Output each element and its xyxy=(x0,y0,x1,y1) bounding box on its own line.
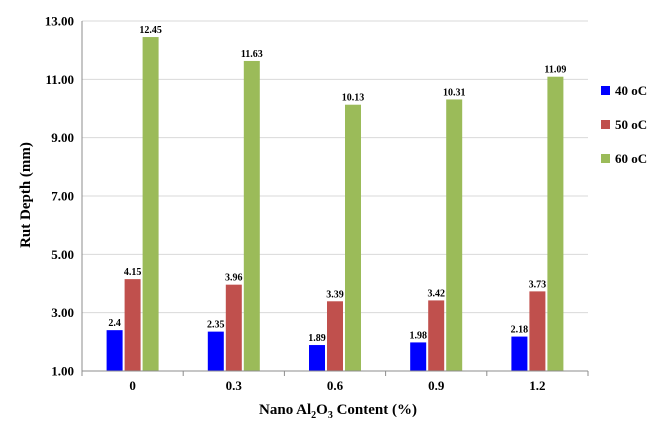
legend: 40 oC 50 oC 60 oC xyxy=(601,83,647,166)
data-label: 3.73 xyxy=(529,279,547,290)
legend-label: 50 oC xyxy=(615,117,647,132)
y-tick-label: 13.00 xyxy=(45,14,74,29)
bar xyxy=(207,331,224,371)
legend-label: 60 oC xyxy=(615,151,647,166)
x-axis-label: Nano Al2O3 Content (%) xyxy=(259,402,417,421)
bar xyxy=(547,76,564,371)
bar xyxy=(309,345,325,371)
y-tick-label: 7.00 xyxy=(51,189,74,204)
y-tick-label: 9.00 xyxy=(51,130,74,145)
y-tick-label: 11.00 xyxy=(45,72,74,87)
y-tick-label: 5.00 xyxy=(51,247,74,262)
data-label: 3.42 xyxy=(427,288,445,299)
data-label: 1.98 xyxy=(409,330,427,341)
bar xyxy=(511,336,528,371)
data-label: 11.63 xyxy=(241,49,263,60)
legend-swatch xyxy=(601,86,610,95)
x-axis-label-sub-2: 3 xyxy=(328,410,333,421)
x-tick-label: 1.2 xyxy=(529,378,545,393)
bar xyxy=(225,284,242,371)
bar xyxy=(529,291,546,371)
x-axis-label-sub-1: 2 xyxy=(311,410,316,421)
data-label: 2.35 xyxy=(207,320,225,331)
bar xyxy=(428,300,445,371)
data-label: 1.89 xyxy=(308,333,326,344)
bar xyxy=(410,342,427,371)
data-label: 3.39 xyxy=(326,289,344,300)
bar xyxy=(345,104,361,371)
data-label: 12.45 xyxy=(139,25,162,36)
x-axis-label-part-1: Nano Al xyxy=(259,402,311,418)
data-labels: 2.4 4.15 12.45 2.35 3.96 11.63 1.89 3.39 10.13 1.… xyxy=(108,25,566,344)
x-tick-label: 0.3 xyxy=(226,378,243,393)
data-label: 10.13 xyxy=(342,93,365,104)
bar xyxy=(142,37,159,372)
x-tick-label: 0.6 xyxy=(327,378,344,393)
bar xyxy=(446,99,463,371)
legend-label: 40 oC xyxy=(615,83,647,98)
y-tick-label: 3.00 xyxy=(51,305,74,320)
bar xyxy=(106,330,123,371)
data-label: 10.31 xyxy=(443,87,466,98)
data-label: 4.15 xyxy=(124,267,142,278)
x-tick-label: 0 xyxy=(129,378,136,393)
legend-swatch xyxy=(601,120,610,129)
y-axis-label: Rut Depth (mm) xyxy=(18,142,34,248)
y-tick-label: 1.00 xyxy=(51,364,74,379)
bar xyxy=(243,60,260,371)
legend-swatch xyxy=(601,154,610,163)
axes: 1.00 3.00 5.00 7.00 9.00 11.00 13.00 0 0.3 0.6 0.9… xyxy=(45,14,589,393)
bar xyxy=(327,301,343,371)
data-label: 2.4 xyxy=(108,318,121,329)
data-label: 2.18 xyxy=(511,325,529,336)
bar xyxy=(124,279,141,371)
data-label: 3.96 xyxy=(225,273,243,284)
data-label: 11.09 xyxy=(544,65,566,76)
x-axis-label-part-3: Content (%) xyxy=(333,402,417,418)
gridlines xyxy=(82,20,588,314)
x-tick-label: 0.9 xyxy=(428,378,445,393)
bars xyxy=(106,37,564,372)
x-axis-label-part-2: O xyxy=(316,402,328,418)
